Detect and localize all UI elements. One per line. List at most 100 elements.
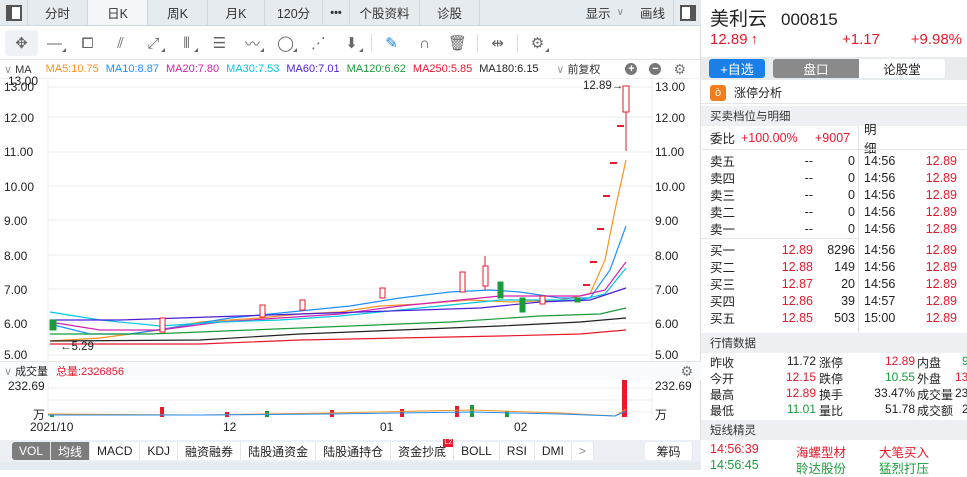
draw-line-button[interactable]: 画线 [639, 7, 665, 21]
up-arrow-icon: ↑ [750, 31, 759, 48]
ind-ma[interactable]: 均线 [51, 442, 91, 460]
vertical-lines-tool[interactable]: ⦀ [170, 30, 203, 56]
line-icon: — [47, 34, 62, 52]
ind-hk-flow[interactable]: 陆股通资金 [241, 442, 317, 460]
y-label: 13.00 [4, 80, 35, 94]
zoom-in-icon[interactable]: + [625, 63, 638, 75]
weibi-pct: +100.00% [741, 130, 798, 145]
y-label: 8.00 [655, 249, 679, 263]
ma60-value: MA60:7.01 [286, 63, 340, 75]
ind-kdj[interactable]: KDJ [140, 442, 179, 460]
fib-tool[interactable]: ⋰ [302, 30, 335, 56]
market-row: 最高 12.89 换手 33.47% 成交量 23 [710, 386, 967, 402]
fibonacci-icon: ⋰ [311, 35, 326, 52]
y-label: 9.00 [4, 214, 28, 228]
divider [517, 34, 518, 52]
price-change-pct: +9.98% [910, 31, 962, 48]
ind-bottom-fishing[interactable]: 资金抄底 L2 [391, 439, 455, 460]
y-label: 5.00 [655, 348, 679, 362]
tab-intraday[interactable]: 分时 [28, 0, 88, 25]
vol-max-left: 232.69 [8, 379, 45, 393]
chevron-right-icon[interactable]: > [571, 442, 594, 460]
toggle-left-panel-button[interactable] [0, 0, 28, 25]
channel-tool[interactable]: ⤢ [137, 30, 170, 56]
ind-label: 资金抄底 [398, 444, 447, 459]
tab-120min[interactable]: 120分 [265, 0, 323, 25]
cycle-tool[interactable]: ◯ [269, 30, 302, 56]
rectangle-icon: ⧠ [81, 34, 94, 52]
ind-vol[interactable]: VOL [12, 442, 52, 460]
action-bar: +自选 盘口 论股堂 [701, 57, 967, 80]
vol-unit-left: 万 [33, 408, 46, 422]
y-label: 11.00 [655, 145, 685, 159]
split-tool[interactable]: ⇹ [481, 30, 514, 56]
y-label: 13.00 [655, 80, 686, 94]
ind-hk-holding[interactable]: 陆股通持仓 [316, 442, 392, 460]
tab-pankou[interactable]: 盘口 [773, 59, 859, 78]
l2-badge: L2 [443, 439, 454, 447]
line-tool[interactable]: — [38, 30, 71, 56]
orderbook: 委比 +100.00% +9007 明细 卖五 -- 0 14:56 12.89 卖四 -… [701, 123, 967, 333]
adjust-dropdown[interactable]: ∨ 前复权 [556, 61, 607, 77]
chips-button[interactable]: 筹码 [645, 442, 693, 460]
magnet-tool[interactable]: ∩ [408, 30, 441, 56]
orderbook-title: 买卖档位与明细 [701, 106, 967, 126]
bottom-strip [0, 462, 701, 470]
add-watchlist-button[interactable]: +自选 [709, 59, 765, 78]
crosshair-tool[interactable]: ✥ [5, 30, 38, 56]
wave-tool[interactable]: 〰 [236, 30, 269, 56]
gear-icon[interactable]: ⚙ [680, 362, 693, 379]
move-icon: ✥ [15, 35, 28, 52]
alert-row[interactable]: 14:56:39 海螺型材 大笔买入 [710, 442, 930, 460]
x-label: 12 [223, 420, 237, 434]
limit-up-label: 涨停分析 [734, 86, 783, 100]
zoom-out-icon[interactable]: − [649, 63, 662, 75]
delete-tool[interactable]: 🗑 [441, 30, 474, 56]
channel-icon: ⤢ [147, 34, 160, 52]
limit-up-icon: ò [710, 84, 726, 101]
tab-lungutang[interactable]: 论股堂 [859, 59, 945, 78]
gear-icon[interactable]: ⚙ [673, 60, 686, 77]
ind-dmi[interactable]: DMI [534, 442, 572, 460]
ma-toggle[interactable]: ∨ MA [4, 63, 39, 76]
more-tabs-button[interactable]: ••• [323, 0, 350, 25]
ind-rsi[interactable]: RSI [499, 442, 535, 460]
y-label: 5.00 [4, 348, 28, 362]
y-label: 6.00 [655, 317, 679, 331]
ind-macd[interactable]: MACD [90, 442, 141, 460]
volume-chart[interactable]: 232.69 万 232.69 万 2021/10 12 01 02 [0, 379, 701, 440]
y-label: 6.00 [4, 317, 28, 331]
eraser-tool[interactable]: ✎ [375, 30, 408, 56]
tab-stock-profile[interactable]: 个股资料 [350, 0, 420, 25]
circle-icon: ◯ [277, 35, 294, 52]
limit-up-analysis[interactable]: ò 涨停分析 [701, 82, 967, 104]
kline-chart[interactable]: 13.00 13.00 12.00 11.00 10.00 9.00 8.00 … [4, 74, 686, 362]
ind-boll[interactable]: BOLL [454, 442, 500, 460]
volume-header: ∨ 成交量 总量:2326856 ⚙ [0, 361, 701, 380]
volume-title: 成交量 [15, 366, 49, 378]
chevron-down-icon: ∨ [556, 64, 565, 76]
tab-diagnosis[interactable]: 诊股 [420, 0, 480, 25]
x-label: 02 [514, 420, 528, 434]
divider [371, 34, 372, 52]
text-tool[interactable]: ☰ [203, 30, 236, 56]
last-price: 12.89 [710, 31, 748, 48]
trash-icon: 🗑 [447, 35, 468, 52]
fan-tool[interactable]: ⫽ [104, 30, 137, 56]
divider [858, 126, 859, 333]
alert-row[interactable]: 14:56:45 聆达股份 猛烈打压 [710, 458, 930, 476]
chevron-down-icon[interactable]: ∨ [4, 365, 13, 378]
y-label: 10.00 [4, 180, 35, 194]
vertical-lines-icon: ⦀ [183, 34, 190, 52]
ind-margin[interactable]: 融资融券 [178, 442, 242, 460]
chart-panel: 分时 日K 周K 月K 120分 ••• 个股资料 诊股 显示 ∨ 画线 ✥ — … [0, 0, 701, 470]
settings-tool[interactable]: ⚙ [521, 30, 554, 56]
tab-weekly-k[interactable]: 周K [148, 0, 208, 25]
display-dropdown[interactable]: 显示 ∨ [578, 0, 632, 25]
rect-tool[interactable]: ⧠ [71, 30, 104, 56]
price-row: 12.89 ↑ +1.17 +9.98% [710, 31, 967, 48]
arrow-tool[interactable]: ⬇ [335, 30, 368, 56]
tab-monthly-k[interactable]: 月K [208, 0, 265, 25]
tab-daily-k[interactable]: 日K [88, 0, 148, 25]
toggle-right-panel-button[interactable] [673, 0, 701, 25]
